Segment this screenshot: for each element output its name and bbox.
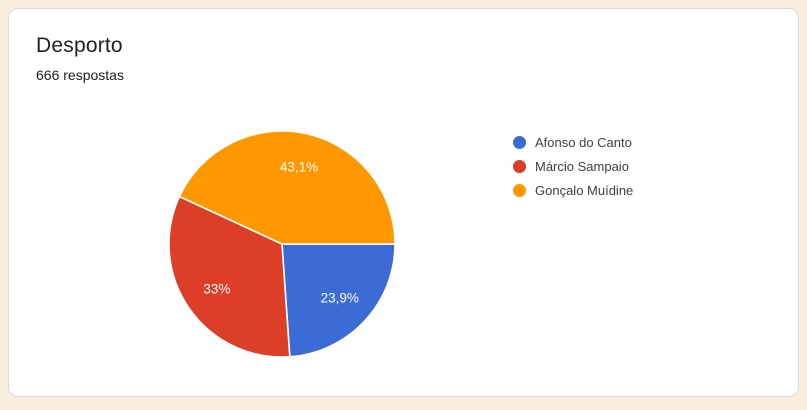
question-title: Desporto [36,34,123,57]
pie-slice-percent-label: 43,1% [280,160,318,175]
legend-item: Afonso do Canto [513,130,633,154]
legend-item: Márcio Sampaio [513,154,633,178]
legend-item: Gonçalo Muídine [513,178,633,202]
responses-count: 666 respostas [36,67,124,83]
pie-chart: 23,9% 33% 43,1% [168,130,396,358]
pie-slice-percent-label: 23,9% [321,291,359,306]
pie-slice [178,130,396,245]
legend-label: Afonso do Canto [535,134,632,150]
legend-swatch-icon [513,159,526,173]
pie-slice [168,195,291,358]
chart-legend: Afonso do Canto Márcio Sampaio Gonçalo Muí… [513,130,633,202]
legend-swatch-icon [513,135,526,149]
pie-slice [281,243,396,358]
legend-swatch-icon [513,183,526,197]
question-summary-card: Desporto 666 respostas 23,9% 33% 43,1% Afo… [8,8,799,397]
legend-label: Gonçalo Muídine [535,182,634,198]
legend-label: Márcio Sampaio [535,158,629,174]
pie-slice-percent-label: 33% [203,282,230,297]
